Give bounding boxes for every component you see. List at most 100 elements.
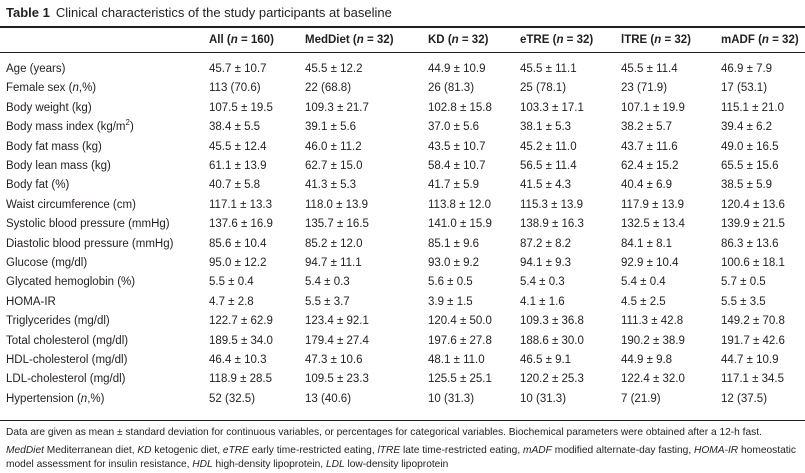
table-cell: 84.1 ± 8.1 [621,237,673,250]
row-label: Body fat mass (kg) [6,140,102,153]
table-cell: 45.5 ± 12.2 [305,63,363,75]
table-cell: 38.5 ± 5.9 [721,179,773,192]
abbreviation: KD [137,445,152,456]
row-label: LDL-cholesterol (mg/dl) [6,373,126,386]
table-cell: 41.7 ± 5.9 [428,179,480,192]
table-cell: 62.7 ± 15.0 [305,160,363,172]
row-label: HOMA-IR [6,295,56,308]
footnote-abbreviations: MedDiet Mediterranean diet, KD ketogenic… [6,444,801,471]
row-label: Body weight (kg) [6,101,92,114]
column-header-meddiet: MedDiet (n = 32) [305,34,394,46]
table-cell: 92.9 ± 10.4 [621,257,679,269]
table-row: LDL-cholesterol (mg/dl) 118.9 ± 28.5 109.5… [0,370,805,389]
row-label: Triglycerides (mg/dl) [6,315,110,328]
table-cell: 125.5 ± 25.1 [428,373,492,386]
table-cell: 58.4 ± 10.7 [428,160,486,172]
table-cell: 179.4 ± 27.4 [305,334,369,347]
table-cell: 65.5 ± 15.6 [721,160,779,172]
table-row: Hypertension (n,%) 52 (32.5) 13 (40.6) 10 (… [0,390,805,409]
abbreviation-definition: homeostatic model assessment for insulin… [6,445,796,470]
column-header-etre: eTRE (n = 32) [520,34,594,46]
table-cell: 52 (32.5) [209,392,256,405]
table-cell: 149.2 ± 70.8 [721,315,785,328]
table-cell: 190.2 ± 38.9 [621,334,685,347]
table-cell: 118.9 ± 28.5 [209,373,273,386]
table-cell: 120.4 ± 13.6 [721,198,785,211]
table-cell: 5.5 ± 3.7 [305,295,350,308]
table-cell: 113.8 ± 12.0 [428,198,492,211]
row-label: Waist circumference (cm) [6,198,136,211]
table-cell: 37.0 ± 5.6 [428,121,480,134]
table-row: Waist circumference (cm) 117.1 ± 13.3 118.… [0,196,805,215]
table-cell: 12 (37.5) [721,392,768,405]
table-cell: 44.9 ± 10.9 [428,63,486,75]
table-row: Body mass index (kg/m2) 38.4 ± 5.5 39.1 ± … [0,118,805,137]
table-cell: 115.1 ± 21.0 [721,101,785,114]
table-cell: 123.4 ± 92.1 [305,315,369,328]
table-cell: 38.4 ± 5.5 [209,121,261,134]
table-cell: 120.2 ± 25.3 [520,373,584,386]
table-cell: 100.6 ± 18.1 [721,257,785,269]
table-cell: 85.2 ± 12.0 [305,237,363,250]
table-cell: 41.5 ± 4.3 [520,179,572,192]
row-label: Body lean mass (kg) [6,160,111,172]
table-cell: 93.0 ± 9.2 [428,257,480,269]
table-cell: 115.3 ± 13.9 [520,198,584,211]
table-cell: 109.3 ± 36.8 [520,315,584,328]
table-cell: 25 (78.1) [520,82,567,95]
table-cell: 5.5 ± 3.5 [721,295,766,308]
table-row: Body fat (%) 40.7 ± 5.8 41.3 ± 5.3 41.7 ± 5… [0,176,805,195]
table-cell: 23 (71.9) [621,82,668,95]
row-label: Diastolic blood pressure (mmHg) [6,237,174,250]
row-label: Glucose (mg/dl) [6,257,88,269]
top-rule [0,26,805,28]
row-label: Body fat (%) [6,179,70,192]
row-label: Systolic blood pressure (mmHg) [6,218,170,231]
abbreviation: mADF [523,445,552,456]
table-title: Clinical characteristics of the study pa… [55,5,392,20]
table-cell: 47.3 ± 10.6 [305,354,363,366]
table-cell: 61.1 ± 13.9 [209,160,267,172]
table-cell: 94.7 ± 11.1 [305,257,362,269]
table-cell: 44.9 ± 9.8 [621,354,673,366]
table-cell: 117.1 ± 34.5 [721,373,785,386]
footnote-data-description: Data are given as mean ± standard deviat… [6,427,762,438]
table-cell: 120.4 ± 50.0 [428,315,492,328]
column-header-ltre: lTRE (n = 32) [621,34,692,46]
table-cell: 137.6 ± 16.9 [209,218,273,231]
table-row: HOMA-IR 4.7 ± 2.8 5.5 ± 3.7 3.9 ± 1.5 4.1 ± … [0,293,805,312]
table-row: Glycated hemoglobin (%) 5.5 ± 0.4 5.4 ± 0.… [0,273,805,292]
table-cell: 118.0 ± 13.9 [305,198,369,211]
table-cell: 102.8 ± 15.8 [428,101,492,114]
table-cell: 13 (40.6) [305,392,352,405]
row-label: HDL-cholesterol (mg/dl) [6,354,128,366]
table-cell: 109.3 ± 21.7 [305,101,369,114]
table-cell: 45.5 ± 11.1 [520,63,577,75]
column-header-all: All (n = 160) [209,34,274,46]
table-cell: 17 (53.1) [721,82,768,95]
table-cell: 138.9 ± 16.3 [520,218,584,231]
table-cell: 189.5 ± 34.0 [209,334,273,347]
table-cell: 3.9 ± 1.5 [428,295,473,308]
table-cell: 5.4 ± 0.3 [305,276,350,289]
table-cell: 5.5 ± 0.4 [209,276,254,289]
table-cell: 48.1 ± 11.0 [428,354,485,366]
table-cell: 43.5 ± 10.7 [428,140,486,153]
table-label: Table 1 [6,5,50,20]
table-cell: 135.7 ± 16.5 [305,218,369,231]
table-cell: 4.7 ± 2.8 [209,295,254,308]
row-label: Body mass index (kg/m2) [6,118,134,134]
column-header-kd: KD (n = 32) [428,34,489,46]
table-cell: 10 (31.3) [428,392,475,405]
table-cell: 4.1 ± 1.6 [520,295,565,308]
table-cell: 62.4 ± 15.2 [621,160,679,172]
abbreviation-definition: modified alternate-day fasting, [551,445,695,456]
table-cell: 95.0 ± 12.2 [209,257,267,269]
table-cell: 7 (21.9) [621,392,661,405]
row-label: Hypertension (n,%) [6,392,105,405]
table-cell: 22 (68.8) [305,82,352,95]
table-row: Glucose (mg/dl) 95.0 ± 12.2 94.7 ± 11.1 93.… [0,254,805,273]
table-cell: 38.2 ± 5.7 [621,121,673,134]
table-cell: 39.1 ± 5.6 [305,121,357,134]
table-cell: 103.3 ± 17.1 [520,101,584,114]
